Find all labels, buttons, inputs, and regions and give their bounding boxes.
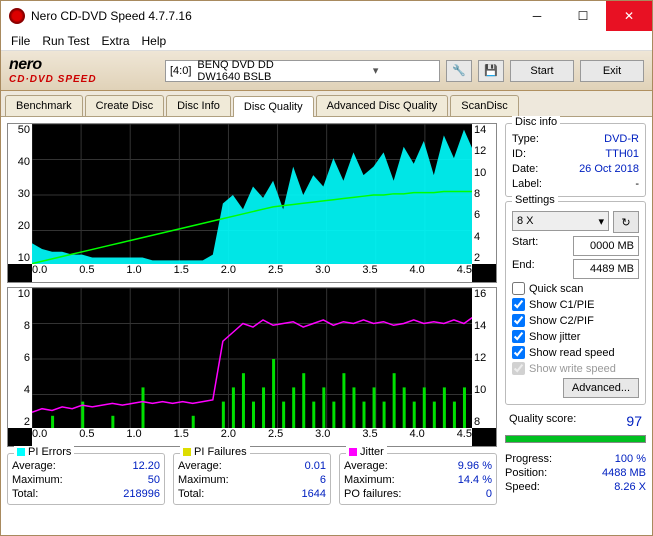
quality-score: 97	[626, 413, 642, 429]
charts-panel: 5040302010 1412108642 0.00.51.01.52.02.5…	[7, 123, 497, 529]
tab-scandisc[interactable]: ScanDisc	[450, 95, 518, 116]
settings-group: Settings 8 X▾ ↻ Start:0000 MB End:4489 M…	[505, 201, 646, 405]
save-icon[interactable]: 💾	[478, 60, 504, 82]
menu-file[interactable]: File	[11, 34, 30, 48]
pi-failures-box: PI Failures Average:0.01 Maximum:6 Total…	[173, 453, 331, 505]
disc-label: -	[635, 178, 639, 190]
pi-errors-box: PI Errors Average:12.20 Maximum:50 Total…	[7, 453, 165, 505]
chevron-down-icon: ▾	[598, 215, 604, 228]
titlebar: Nero CD-DVD Speed 4.7.7.16 ─ ☐ ✕	[1, 1, 652, 31]
start-button[interactable]: Start	[510, 60, 574, 82]
minimize-button[interactable]: ─	[514, 1, 560, 31]
advanced-button[interactable]: Advanced...	[563, 378, 639, 398]
start-input[interactable]: 0000 MB	[573, 236, 639, 256]
jitter-box: Jitter Average:9.96 % Maximum:14.4 % PO …	[339, 453, 497, 505]
pi-failures-title: PI Failures	[194, 446, 247, 458]
show-c1-checkbox[interactable]	[512, 298, 525, 311]
tabs: Benchmark Create Disc Disc Info Disc Qua…	[1, 91, 652, 117]
jitter-avg: 9.96 %	[458, 460, 492, 472]
pif-jitter-chart: 108642 161412108 0.00.51.01.52.02.53.03.…	[7, 287, 497, 447]
pif-max: 6	[320, 474, 326, 486]
content: 5040302010 1412108642 0.00.51.01.52.02.5…	[1, 117, 652, 535]
po-failures: 0	[486, 488, 492, 500]
quality-bar	[505, 435, 646, 443]
maximize-button[interactable]: ☐	[560, 1, 606, 31]
quick-scan-checkbox[interactable]	[512, 282, 525, 295]
show-jitter-checkbox[interactable]	[512, 330, 525, 343]
options-icon[interactable]: 🔧	[446, 60, 472, 82]
menubar: File Run Test Extra Help	[1, 31, 652, 51]
drive-slot: [4:0]	[170, 65, 191, 77]
sidebar: Disc info Type:DVD-R ID:TTH01 Date:26 Oc…	[505, 123, 646, 529]
tab-benchmark[interactable]: Benchmark	[5, 95, 83, 116]
close-button[interactable]: ✕	[606, 1, 652, 31]
disc-date: 26 Oct 2018	[579, 163, 639, 175]
pie-max: 50	[148, 474, 160, 486]
show-read-speed-checkbox[interactable]	[512, 346, 525, 359]
tab-disc-info[interactable]: Disc Info	[166, 95, 231, 116]
jitter-title: Jitter	[360, 446, 384, 458]
tab-disc-quality[interactable]: Disc Quality	[233, 96, 314, 117]
menu-extra[interactable]: Extra	[101, 34, 129, 48]
pie-chart: 5040302010 1412108642 0.00.51.01.52.02.5…	[7, 123, 497, 283]
menu-help[interactable]: Help	[142, 34, 167, 48]
position-value: 4488 MB	[602, 467, 646, 479]
pie-avg: 12.20	[132, 460, 160, 472]
speed-value: 8.26 X	[614, 481, 646, 493]
disc-type: DVD-R	[604, 133, 639, 145]
pif-total: 1644	[302, 488, 326, 500]
disc-id: TTH01	[605, 148, 639, 160]
show-write-speed-checkbox	[512, 362, 525, 375]
end-input[interactable]: 4489 MB	[573, 259, 639, 279]
app-icon	[9, 8, 25, 24]
nero-logo: nero CD·DVD SPEED	[9, 55, 159, 87]
chevron-down-icon: ▾	[316, 64, 435, 77]
pif-avg: 0.01	[305, 460, 326, 472]
tab-create-disc[interactable]: Create Disc	[85, 95, 164, 116]
progress-value: 100 %	[615, 453, 646, 465]
exit-button[interactable]: Exit	[580, 60, 644, 82]
speed-select[interactable]: 8 X▾	[512, 211, 609, 231]
refresh-icon[interactable]: ↻	[613, 211, 639, 233]
tab-advanced-disc-quality[interactable]: Advanced Disc Quality	[316, 95, 449, 116]
app-window: Nero CD-DVD Speed 4.7.7.16 ─ ☐ ✕ File Ru…	[0, 0, 653, 536]
toolbar: nero CD·DVD SPEED [4:0] BENQ DVD DD DW16…	[1, 51, 652, 91]
pi-errors-title: PI Errors	[28, 446, 71, 458]
drive-name: BENQ DVD DD DW1640 BSLB	[197, 59, 316, 83]
show-c2-checkbox[interactable]	[512, 314, 525, 327]
app-title: Nero CD-DVD Speed 4.7.7.16	[31, 9, 514, 23]
drive-select[interactable]: [4:0] BENQ DVD DD DW1640 BSLB ▾	[165, 60, 440, 82]
pie-total: 218996	[123, 488, 160, 500]
stats-row: PI Errors Average:12.20 Maximum:50 Total…	[7, 453, 497, 505]
menu-run-test[interactable]: Run Test	[42, 34, 89, 48]
jitter-max: 14.4 %	[458, 474, 492, 486]
disc-info-group: Disc info Type:DVD-R ID:TTH01 Date:26 Oc…	[505, 123, 646, 197]
